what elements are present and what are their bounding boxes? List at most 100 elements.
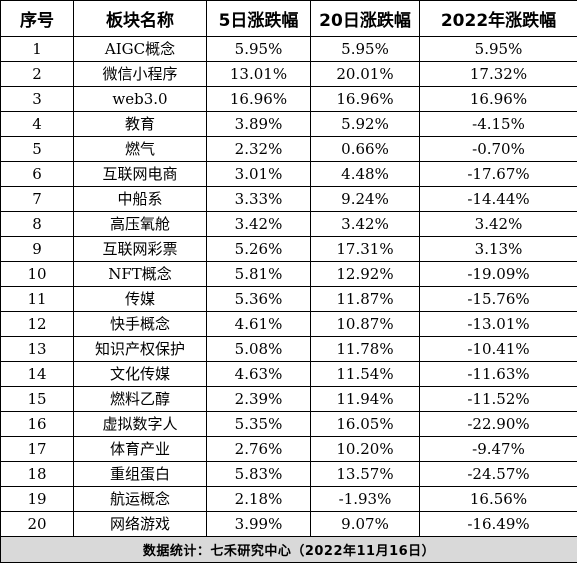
cell-20day-change: 20.01%: [311, 62, 420, 87]
header-2022-change: 2022年涨跌幅: [420, 1, 577, 37]
cell-sector-name: 重组蛋白: [74, 462, 207, 487]
cell-sector-name: 文化传媒: [74, 362, 207, 387]
cell-20day-change: 12.92%: [311, 262, 420, 287]
cell-5day-change: 4.63%: [207, 362, 311, 387]
cell-sector-name: 微信小程序: [74, 62, 207, 87]
cell-index: 6: [1, 162, 74, 187]
cell-5day-change: 5.35%: [207, 412, 311, 437]
cell-index: 8: [1, 212, 74, 237]
cell-5day-change: 2.76%: [207, 437, 311, 462]
cell-sector-name: 航运概念: [74, 487, 207, 512]
cell-2022-change: -19.09%: [420, 262, 577, 287]
cell-sector-name: NFT概念: [74, 262, 207, 287]
cell-sector-name: 中船系: [74, 187, 207, 212]
cell-20day-change: 16.96%: [311, 87, 420, 112]
cell-20day-change: 11.87%: [311, 287, 420, 312]
cell-index: 20: [1, 512, 74, 537]
cell-5day-change: 3.42%: [207, 212, 311, 237]
cell-2022-change: -24.57%: [420, 462, 577, 487]
cell-index: 7: [1, 187, 74, 212]
cell-index: 16: [1, 412, 74, 437]
cell-sector-name: web3.0: [74, 87, 207, 112]
cell-index: 3: [1, 87, 74, 112]
cell-index: 10: [1, 262, 74, 287]
cell-5day-change: 13.01%: [207, 62, 311, 87]
cell-20day-change: 13.57%: [311, 462, 420, 487]
cell-sector-name: 快手概念: [74, 312, 207, 337]
cell-sector-name: 互联网彩票: [74, 237, 207, 262]
cell-2022-change: -16.49%: [420, 512, 577, 537]
cell-2022-change: -0.70%: [420, 137, 577, 162]
cell-5day-change: 4.61%: [207, 312, 311, 337]
cell-5day-change: 2.39%: [207, 387, 311, 412]
cell-sector-name: 虚拟数字人: [74, 412, 207, 437]
cell-5day-change: 5.81%: [207, 262, 311, 287]
header-20day-change: 20日涨跌幅: [311, 1, 420, 37]
cell-2022-change: -11.63%: [420, 362, 577, 387]
cell-20day-change: 9.07%: [311, 512, 420, 537]
header-5day-change: 5日涨跌幅: [207, 1, 311, 37]
cell-20day-change: 0.66%: [311, 137, 420, 162]
cell-index: 2: [1, 62, 74, 87]
cell-2022-change: 17.32%: [420, 62, 577, 87]
cell-sector-name: 燃料乙醇: [74, 387, 207, 412]
cell-sector-name: 教育: [74, 112, 207, 137]
cell-5day-change: 5.26%: [207, 237, 311, 262]
cell-index: 4: [1, 112, 74, 137]
cell-sector-name: 高压氧舱: [74, 212, 207, 237]
header-sector-name: 板块名称: [74, 1, 207, 37]
cell-5day-change: 3.33%: [207, 187, 311, 212]
cell-5day-change: 5.83%: [207, 462, 311, 487]
cell-index: 18: [1, 462, 74, 487]
cell-index: 1: [1, 37, 74, 62]
cell-2022-change: 16.96%: [420, 87, 577, 112]
cell-2022-change: -17.67%: [420, 162, 577, 187]
cell-20day-change: 10.87%: [311, 312, 420, 337]
cell-sector-name: 知识产权保护: [74, 337, 207, 362]
cell-20day-change: 11.54%: [311, 362, 420, 387]
cell-sector-name: 燃气: [74, 137, 207, 162]
cell-5day-change: 5.95%: [207, 37, 311, 62]
cell-20day-change: 3.42%: [311, 212, 420, 237]
cell-5day-change: 3.99%: [207, 512, 311, 537]
cell-20day-change: 5.95%: [311, 37, 420, 62]
cell-5day-change: 2.32%: [207, 137, 311, 162]
cell-sector-name: 体育产业: [74, 437, 207, 462]
cell-sector-name: 互联网电商: [74, 162, 207, 187]
cell-index: 13: [1, 337, 74, 362]
cell-5day-change: 5.08%: [207, 337, 311, 362]
cell-2022-change: -11.52%: [420, 387, 577, 412]
cell-index: 11: [1, 287, 74, 312]
cell-20day-change: 11.78%: [311, 337, 420, 362]
cell-sector-name: 网络游戏: [74, 512, 207, 537]
cell-2022-change: 3.42%: [420, 212, 577, 237]
cell-index: 17: [1, 437, 74, 462]
cell-2022-change: 5.95%: [420, 37, 577, 62]
cell-2022-change: -10.41%: [420, 337, 577, 362]
cell-2022-change: -13.01%: [420, 312, 577, 337]
cell-index: 12: [1, 312, 74, 337]
cell-index: 14: [1, 362, 74, 387]
cell-20day-change: 9.24%: [311, 187, 420, 212]
cell-5day-change: 5.36%: [207, 287, 311, 312]
cell-20day-change: 17.31%: [311, 237, 420, 262]
cell-2022-change: -15.76%: [420, 287, 577, 312]
cell-20day-change: 10.20%: [311, 437, 420, 462]
